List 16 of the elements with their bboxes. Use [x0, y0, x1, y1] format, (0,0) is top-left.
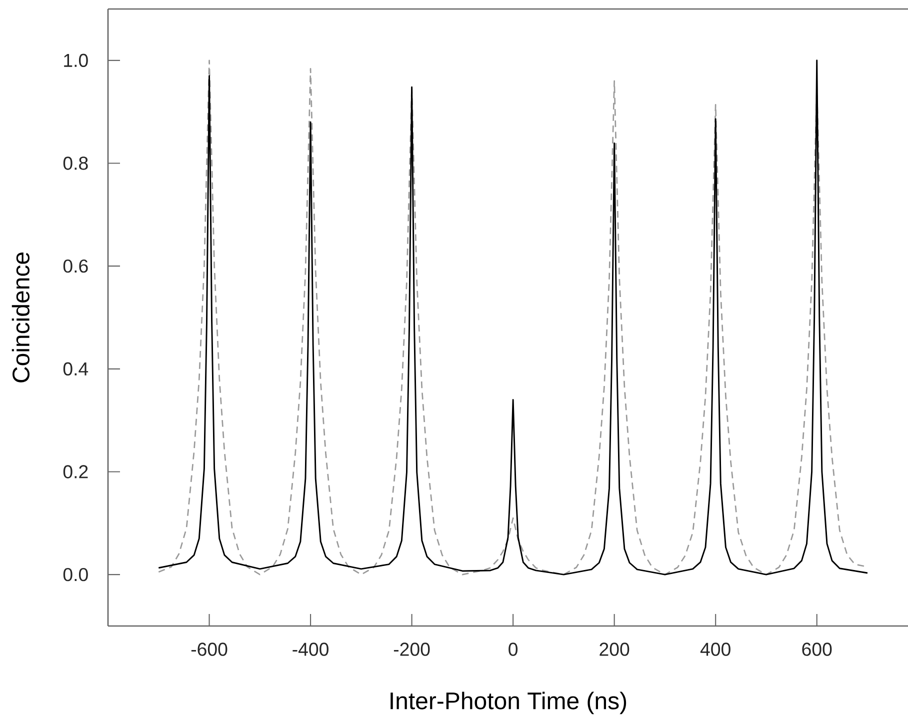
x-tick-label: -200 [394, 642, 430, 656]
y-tick-label: 1.0 [64, 54, 88, 68]
y-axis-title: Coincidence [12, 252, 30, 382]
x-tick-label: -600 [191, 642, 228, 656]
x-tick-label: 600 [802, 642, 832, 656]
x-tick-label: 400 [700, 642, 730, 656]
x-tick-label: -400 [292, 642, 328, 656]
x-tick-label: 200 [600, 642, 630, 656]
y-tick-label: 0.0 [63, 568, 88, 582]
y-tick-label: 0.6 [63, 259, 88, 273]
y-tick-label: 0.4 [63, 362, 88, 376]
line-series [158, 60, 868, 576]
x-axis-title: Inter-Photon Time (ns) [390, 692, 626, 714]
x-tick-label: 0 [508, 642, 518, 656]
y-tick-label: 0.8 [63, 156, 88, 170]
y-tick-label: 0.2 [63, 465, 88, 478]
